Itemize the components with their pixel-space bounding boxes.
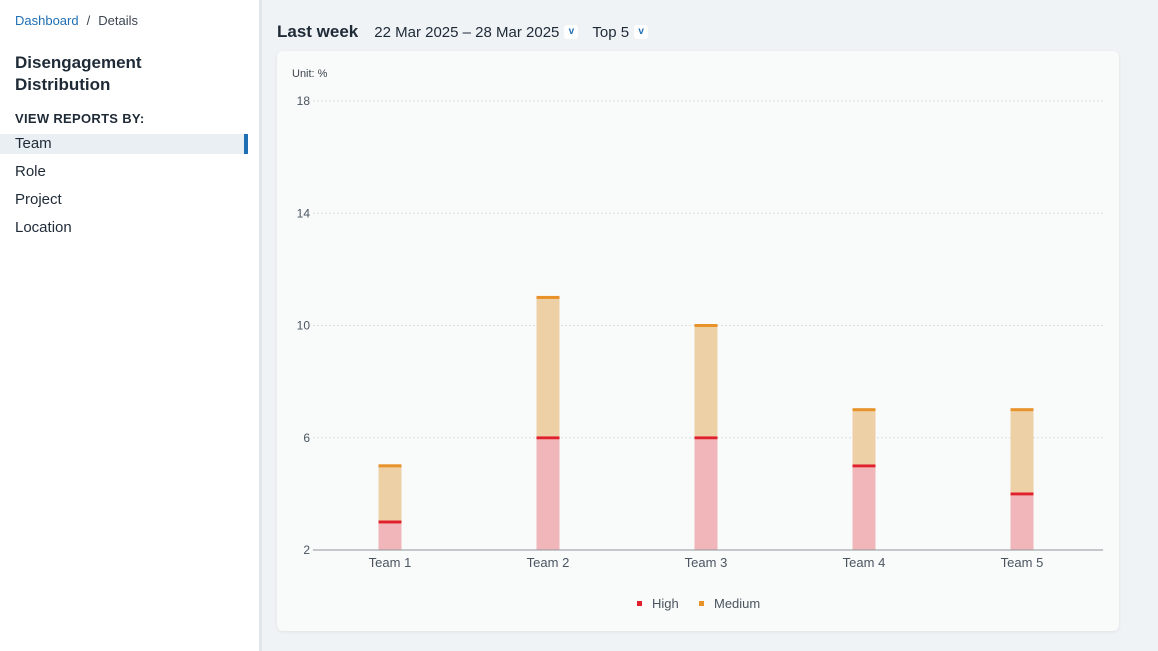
breadcrumb-separator: / <box>86 13 91 28</box>
sidebar-item-location[interactable]: Location <box>15 219 72 236</box>
report-toolbar: Last week 22 Mar 2025 – 28 Mar 2025 v To… <box>277 22 662 42</box>
bar-medium-cap <box>694 324 718 327</box>
x-tick-label: Team 2 <box>527 555 570 570</box>
bar-high-cap <box>852 464 876 468</box>
view-reports-label: VIEW REPORTS BY: <box>15 111 145 126</box>
top-filter-value: Top 5 <box>592 23 630 41</box>
bar-medium-segment <box>694 325 718 437</box>
chevron-down-icon: v <box>564 25 579 39</box>
x-tick-label: Team 3 <box>685 555 728 570</box>
x-tick-label: Team 4 <box>843 555 886 570</box>
date-range-dropdown[interactable]: 22 Mar 2025 – 28 Mar 2025 v <box>374 23 579 41</box>
legend-high-swatch <box>637 601 642 606</box>
bar-medium-cap <box>1010 408 1034 412</box>
bar-high-cap <box>378 520 402 524</box>
legend-medium-label: Medium <box>714 596 760 611</box>
date-range-value: 22 Mar 2025 – 28 Mar 2025 <box>374 23 560 41</box>
bar-high-segment <box>1010 493 1034 550</box>
bar-medium-segment <box>852 409 876 465</box>
sidebar-item-role[interactable]: Role <box>15 163 46 180</box>
bar-high-cap <box>1010 492 1034 496</box>
y-tick-label: 2 <box>303 543 310 557</box>
top-filter-dropdown[interactable]: Top 5 v <box>592 23 649 41</box>
chevron-down-icon: v <box>634 25 649 39</box>
period-label: Last week <box>277 22 359 41</box>
bar-medium-cap <box>852 408 876 412</box>
breadcrumb-dashboard-link[interactable]: Dashboard <box>15 13 79 28</box>
sidebar-item-team[interactable]: Team <box>0 134 248 154</box>
bar-medium-cap <box>536 295 560 299</box>
x-tick-label: Team 5 <box>1001 555 1044 570</box>
y-tick-label: 18 <box>297 94 311 108</box>
y-tick-label: 14 <box>297 206 311 220</box>
bar-high-segment <box>378 521 402 550</box>
legend-medium-swatch <box>699 601 704 606</box>
legend-high-label: High <box>652 596 679 611</box>
bar-high-cap <box>536 436 560 440</box>
breadcrumb: Dashboard / Details <box>15 13 138 28</box>
bar-medium-segment <box>1010 409 1034 493</box>
bar-medium-cap <box>378 464 402 468</box>
y-tick-label: 10 <box>297 319 311 333</box>
sidebar: Dashboard / Details Disengagement Distribu… <box>0 0 262 651</box>
bar-high-segment <box>852 465 876 550</box>
sidebar-item-project[interactable]: Project <box>15 191 62 208</box>
stacked-bar-chart: Unit: % 2 6 10 14 18 Team 1 Team 2 Team 3 Team 4… <box>292 68 1103 611</box>
bar-high-segment <box>536 437 560 550</box>
chart-card: Unit: % 2 6 10 14 18 Team 1 Team 2 Team 3 Team 4… <box>277 51 1119 631</box>
bar-high-segment <box>694 437 718 550</box>
unit-label: Unit: % <box>292 68 328 80</box>
x-tick-label: Team 1 <box>369 555 412 570</box>
bar-medium-segment <box>536 297 560 437</box>
page-title: Disengagement Distribution <box>15 53 142 94</box>
breadcrumb-current: Details <box>98 13 138 28</box>
bar-medium-segment <box>378 465 402 521</box>
y-tick-label: 6 <box>303 431 310 445</box>
report-type-nav: Team Role Project Location <box>0 134 248 246</box>
bar-high-cap <box>694 436 718 440</box>
